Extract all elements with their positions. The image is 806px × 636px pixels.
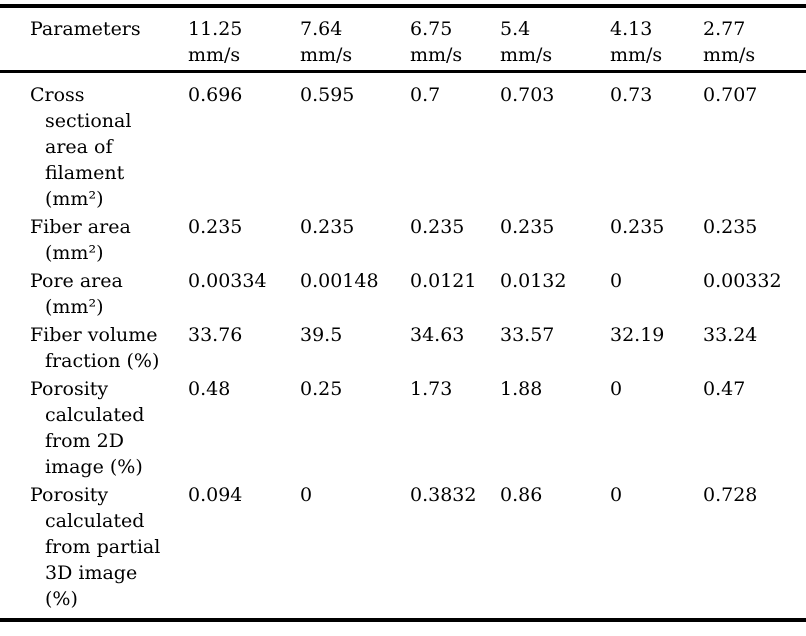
value-cell: 0.728: [703, 484, 758, 506]
value-cell: 0.73: [610, 84, 653, 106]
header-param-label: Parameters: [0, 6, 188, 73]
value-cell: 0.7: [410, 84, 441, 106]
value-cell: 0: [610, 484, 623, 506]
value-cell: 0.00334: [188, 270, 267, 292]
value-cell: 1.88: [500, 378, 543, 400]
table-row-pore-area: Pore area (mm²) 0.00334 0.00148 0.0121 0…: [0, 266, 806, 320]
value-cell: 0: [610, 270, 623, 292]
speed-value: 2.77: [703, 18, 746, 40]
value-cell: 33.24: [703, 324, 758, 346]
value-cell: 0.86: [500, 484, 543, 506]
value-cell: 0.00332: [703, 270, 782, 292]
table-row-cross-sectional-area: Cross sectional area of filament (mm²) 0…: [0, 72, 806, 213]
value-cell: 0.25: [300, 378, 343, 400]
value-cell: 39.5: [300, 324, 343, 346]
speed-unit: mm/s: [500, 44, 553, 66]
value-cell: 0.0132: [500, 270, 567, 292]
value-cell: 1.73: [410, 378, 453, 400]
value-cell: 0.235: [300, 216, 355, 238]
value-cell: 0.235: [610, 216, 665, 238]
header-speed-col-4: 5.4 mm/s: [500, 6, 610, 73]
value-cell: 0: [300, 484, 313, 506]
table-header-row: Parameters 11.25 mm/s 7.64 mm/s 6.75 mm/…: [0, 6, 806, 73]
param-cell: Porosity calculated from 2D image (%): [30, 378, 145, 478]
value-cell: 0.707: [703, 84, 758, 106]
value-cell: 0.3832: [410, 484, 477, 506]
header-speed-col-5: 4.13 mm/s: [610, 6, 703, 73]
speed-unit: mm/s: [300, 44, 353, 66]
value-cell: 0.48: [188, 378, 231, 400]
table-row-fiber-volume-fraction: Fiber volume fraction (%) 33.76 39.5 34.…: [0, 320, 806, 374]
value-cell: 0.595: [300, 84, 355, 106]
param-cell: Pore area (mm²): [30, 270, 123, 318]
value-cell: 0.235: [703, 216, 758, 238]
value-cell: 32.19: [610, 324, 665, 346]
param-cell: Porosity calculated from partial 3D imag…: [30, 484, 161, 610]
value-cell: 0.235: [410, 216, 465, 238]
speed-unit: mm/s: [188, 44, 241, 66]
param-cell: Cross sectional area of filament (mm²): [30, 84, 132, 210]
value-cell: 0: [610, 378, 623, 400]
value-cell: 0.235: [188, 216, 243, 238]
value-cell: 0.0121: [410, 270, 477, 292]
header-speed-col-3: 6.75 mm/s: [410, 6, 500, 73]
speed-value: 5.4: [500, 18, 531, 40]
parameters-table: Parameters 11.25 mm/s 7.64 mm/s 6.75 mm/…: [0, 4, 806, 622]
param-cell: Fiber volume fraction (%): [30, 324, 160, 372]
speed-value: 6.75: [410, 18, 453, 40]
speed-value: 4.13: [610, 18, 653, 40]
header-speed-col-2: 7.64 mm/s: [300, 6, 410, 73]
value-cell: 33.76: [188, 324, 243, 346]
speed-value: 7.64: [300, 18, 343, 40]
value-cell: 0.696: [188, 84, 243, 106]
value-cell: 0.00148: [300, 270, 379, 292]
table-row-fiber-area: Fiber area (mm²) 0.235 0.235 0.235 0.235…: [0, 212, 806, 266]
param-cell: Fiber area (mm²): [30, 216, 131, 264]
value-cell: 0.235: [500, 216, 555, 238]
speed-unit: mm/s: [703, 44, 756, 66]
value-cell: 34.63: [410, 324, 465, 346]
value-cell: 0.47: [703, 378, 746, 400]
table-row-porosity-partial-3d: Porosity calculated from partial 3D imag…: [0, 480, 806, 620]
value-cell: 0.094: [188, 484, 243, 506]
value-cell: 33.57: [500, 324, 555, 346]
header-speed-col-1: 11.25 mm/s: [188, 6, 300, 73]
value-cell: 0.703: [500, 84, 555, 106]
speed-value: 11.25: [188, 18, 243, 40]
header-speed-col-6: 2.77 mm/s: [703, 6, 806, 73]
speed-unit: mm/s: [610, 44, 663, 66]
table-row-porosity-2d: Porosity calculated from 2D image (%) 0.…: [0, 374, 806, 480]
speed-unit: mm/s: [410, 44, 463, 66]
